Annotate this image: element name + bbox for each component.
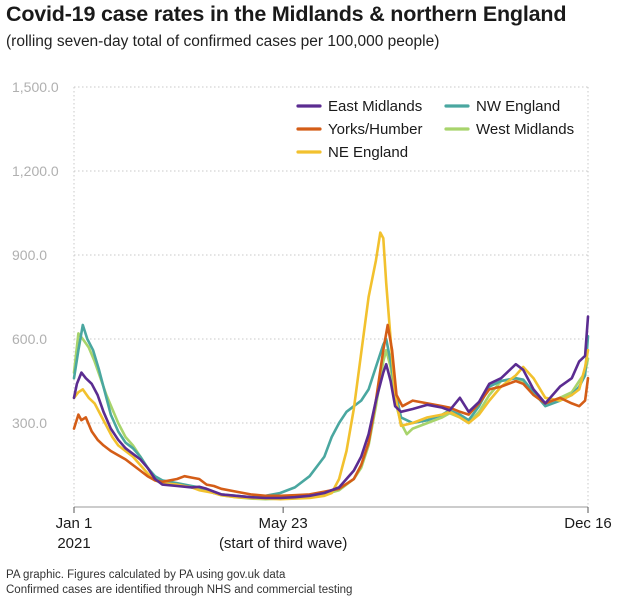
x-tick-sublabel: 2021	[57, 535, 90, 552]
y-tick-label: 600.0	[12, 331, 47, 347]
footer-source: PA graphic. Figures calculated by PA usi…	[6, 569, 286, 581]
legend-label: East Midlands	[328, 98, 422, 115]
legend-label: NW England	[476, 98, 560, 115]
chart-title: Covid-19 case rates in the Midlands & no…	[6, 2, 567, 26]
y-tick-label: 900.0	[12, 247, 47, 263]
series-line-west-midlands	[72, 332, 590, 501]
axes: 300.0 600.0 900.0 1,200.0 1,500.0 Jan 1 2021 Ma…	[12, 79, 612, 552]
y-tick-label: 300.0	[12, 415, 47, 431]
x-tick-label: May 23	[259, 515, 308, 532]
legend-label: NE England	[328, 144, 408, 161]
series-line-ne-england	[72, 231, 590, 501]
y-tick-label: 1,500.0	[12, 79, 59, 95]
series-line-east-midlands	[72, 315, 590, 500]
legend-label: Yorks/Humber	[328, 121, 422, 138]
gridlines	[73, 86, 589, 507]
legend: East Midlands NW England Yorks/Humber West …	[296, 98, 574, 161]
chart-subtitle: (rolling seven-day total of confirmed ca…	[6, 33, 440, 50]
x-tick-label: Jan 1	[56, 515, 93, 532]
series-lines	[72, 231, 590, 501]
legend-label: West Midlands	[476, 121, 574, 138]
x-tick-label: Dec 16	[564, 515, 612, 532]
series-line-nw-england	[72, 323, 590, 499]
footer-note: Confirmed cases are identified through N…	[6, 584, 353, 596]
y-tick-label: 1,200.0	[12, 163, 59, 179]
line-chart: 300.0 600.0 900.0 1,200.0 1,500.0 Jan 1 2021 Ma…	[12, 79, 612, 552]
series-line-yorks-humber	[72, 323, 590, 498]
x-tick-sublabel: (start of third wave)	[219, 535, 347, 552]
